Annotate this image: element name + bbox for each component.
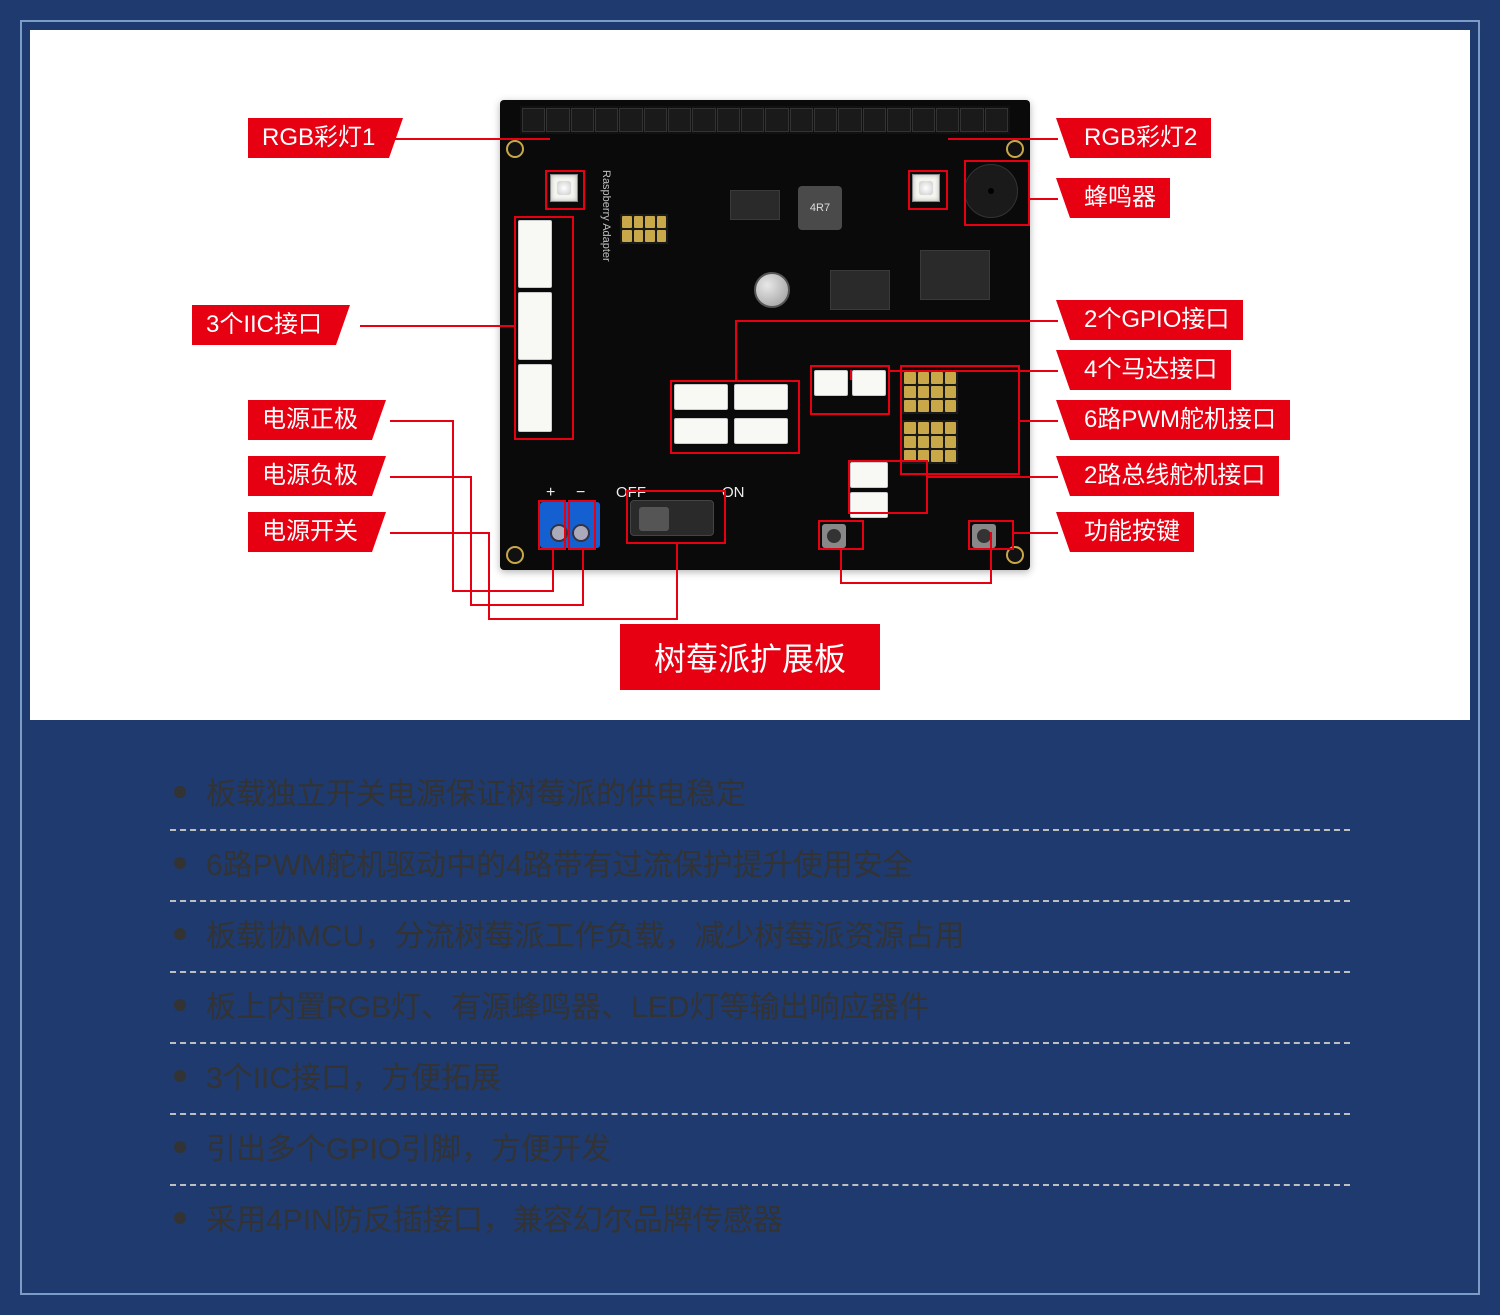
pcb-board: 4R7 <box>500 100 1030 570</box>
leader-line <box>470 604 582 606</box>
outer-frame: 4R7 <box>20 20 1480 1295</box>
leader-line <box>390 476 470 478</box>
gpio-header <box>520 106 1010 134</box>
silk-off: OFF <box>616 484 646 501</box>
buzzer <box>964 164 1018 218</box>
feature-item: 板载协MCU，分流树莓派工作负载，减少树莓派资源占用 <box>170 902 1350 973</box>
bus-servo-connector <box>850 462 888 488</box>
screw-hole <box>1006 140 1024 158</box>
callout-label-iic: 3个IIC接口 <box>192 305 336 345</box>
leader-line <box>488 618 676 620</box>
leader-line <box>1030 198 1058 200</box>
callout-label-rgb1: RGB彩灯1 <box>248 118 389 158</box>
silk-brand: Raspberry Adapter <box>600 170 612 262</box>
screw-hole <box>506 546 524 564</box>
leader-line <box>390 420 452 422</box>
callout-label-pwm6: 6路PWM舵机接口 <box>1070 400 1290 440</box>
callout-label-power_pos: 电源正极 <box>248 400 372 440</box>
motor-connector <box>852 370 886 396</box>
iic-connector <box>518 292 552 360</box>
inductor-text: 4R7 <box>810 202 830 214</box>
feature-item: 6路PWM舵机驱动中的4路带有过流保护提升使用安全 <box>170 831 1350 902</box>
ic-chip <box>920 250 990 300</box>
leader-line <box>470 476 472 604</box>
diagram-title: 树莓派扩展板 <box>620 624 880 690</box>
callout-label-bus2: 2路总线舵机接口 <box>1070 456 1279 496</box>
screw-hole <box>1006 546 1024 564</box>
leader-line <box>840 582 992 584</box>
screw-hole <box>506 140 524 158</box>
silk-plus: + <box>546 484 555 502</box>
feature-item: 板载独立开关电源保证树莓派的供电稳定 <box>170 760 1350 831</box>
leader-line <box>390 532 488 534</box>
silk-on: ON <box>722 484 745 501</box>
callout-label-rgb2: RGB彩灯2 <box>1070 118 1211 158</box>
callout-label-motor4: 4个马达接口 <box>1070 350 1231 390</box>
iic-connector <box>518 364 552 432</box>
gpio-connector <box>674 384 728 410</box>
feature-item: 板上内置RGB灯、有源蜂鸣器、LED灯等输出响应器件 <box>170 973 1350 1044</box>
diagram-area: 4R7 <box>70 70 1430 690</box>
gpio-connector <box>734 384 788 410</box>
motor-connector <box>674 418 728 444</box>
feature-item: 采用4PIN防反插接口，兼容幻尔品牌传感器 <box>170 1186 1350 1255</box>
pwm-header <box>902 370 958 414</box>
callout-label-buzzer: 蜂鸣器 <box>1070 178 1170 218</box>
motor-connector <box>734 418 788 444</box>
capacitor <box>754 272 790 308</box>
diagram-card: 4R7 <box>30 30 1470 720</box>
feature-list: 板载独立开关电源保证树莓派的供电稳定6路PWM舵机驱动中的4路带有过流保护提升使… <box>30 720 1470 1285</box>
power-switch <box>630 500 714 536</box>
callout-label-power_neg: 电源负极 <box>248 456 372 496</box>
leader-line <box>488 532 490 618</box>
motor-connector <box>814 370 848 396</box>
bus-servo-connector <box>850 492 888 518</box>
callout-label-keys: 功能按键 <box>1070 512 1194 552</box>
ic-chip <box>830 270 890 310</box>
feature-item: 引出多个GPIO引脚，方便开发 <box>170 1115 1350 1186</box>
ic-chip <box>730 190 780 220</box>
tact-button <box>822 524 846 548</box>
silk-minus: − <box>576 484 585 502</box>
power-terminal <box>540 502 600 548</box>
rgb-led-1 <box>550 174 578 202</box>
leader-line <box>452 420 454 590</box>
iic-connector <box>518 220 552 288</box>
callout-label-gpio2: 2个GPIO接口 <box>1070 300 1243 340</box>
tact-button <box>972 524 996 548</box>
leader-line <box>452 590 552 592</box>
pin-header <box>620 214 668 244</box>
leader-line <box>360 325 516 327</box>
rgb-led-2 <box>912 174 940 202</box>
pwm-header <box>902 420 958 464</box>
feature-item: 3个IIC接口，方便拓展 <box>170 1044 1350 1115</box>
inductor: 4R7 <box>798 186 842 230</box>
callout-label-power_sw: 电源开关 <box>248 512 372 552</box>
